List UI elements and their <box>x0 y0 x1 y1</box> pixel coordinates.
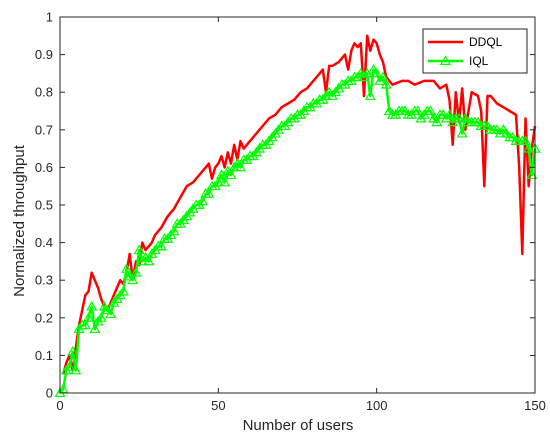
x-tick-label: 100 <box>366 398 388 413</box>
axis-ticks: 0 50 100 150 0 0.1 0.2 0.3 0.4 0.5 0.6 0.7 0.8 0.9 1 <box>35 10 546 414</box>
data-point-iql <box>443 109 456 119</box>
data-point-iql <box>519 135 532 146</box>
data-point-iql <box>101 304 114 315</box>
y-tick-label: 0.7 <box>35 122 53 137</box>
data-point-iql <box>497 124 509 134</box>
x-axis-label: Number of users <box>243 417 354 434</box>
data-point-iql <box>412 105 424 115</box>
y-tick-label: 0.9 <box>35 47 53 62</box>
data-point-iql <box>155 240 167 251</box>
plot-background <box>60 17 535 393</box>
data-point-iql <box>212 176 224 187</box>
data-point-iql <box>120 263 133 273</box>
data-point-iql <box>143 255 155 266</box>
data-point-iql <box>82 312 95 322</box>
y-tick-label: 0.6 <box>35 160 53 175</box>
data-point-iql <box>355 67 367 78</box>
data-point-iql <box>364 90 376 100</box>
y-tick-label: 0.5 <box>35 198 53 213</box>
y-tick-label: 0.4 <box>35 235 53 250</box>
y-tick-label: 1 <box>46 10 53 25</box>
data-point-iql <box>89 323 101 334</box>
data-point-iql <box>133 244 145 255</box>
x-tick-label: 150 <box>524 398 546 413</box>
data-point-iql <box>424 105 437 115</box>
data-point-iql <box>383 105 395 115</box>
data-point-iql <box>70 364 82 375</box>
series-line-ddql <box>61 34 537 375</box>
data-point-iql <box>526 169 538 179</box>
data-point-iql <box>472 116 484 127</box>
data-point-iql <box>168 225 180 236</box>
data-point-iql <box>371 67 383 78</box>
data-point-iql <box>196 195 209 206</box>
data-point-iql <box>86 300 98 311</box>
legend-iql-marker <box>439 55 452 65</box>
legend: DDQL IQL <box>422 28 528 74</box>
legend-iql-label: IQL <box>469 54 489 68</box>
y-tick-label: 0 <box>46 386 53 401</box>
data-point-iql <box>437 109 449 119</box>
y-tick-label: 0.1 <box>35 348 53 363</box>
data-point-iql <box>127 274 139 285</box>
data-point-iql <box>491 124 503 134</box>
data-point-iql <box>98 300 110 311</box>
data-point-iql <box>456 127 468 138</box>
data-point-iql <box>323 86 335 97</box>
data-point-iql <box>95 312 107 322</box>
data-point-iql <box>523 142 535 153</box>
y-axis-label: Normalized throughput <box>11 144 28 297</box>
legend-box <box>422 28 528 74</box>
data-point-iql <box>79 319 91 330</box>
data-point-iql <box>105 308 117 319</box>
data-point-iql <box>225 169 237 179</box>
data-point-iql <box>431 116 443 127</box>
data-point-iql <box>219 176 231 187</box>
legend-ddql-label: DDQL <box>469 35 503 49</box>
x-tick-label: 0 <box>56 398 63 413</box>
data-point-iql <box>63 360 76 371</box>
data-point-iql <box>117 285 129 296</box>
data-point-iql <box>507 131 519 142</box>
data-point-iql <box>367 63 380 74</box>
data-point-iql <box>67 345 79 356</box>
y-tick-label: 0.2 <box>35 310 53 325</box>
data-point-iql <box>377 71 389 82</box>
data-point-iql <box>453 112 465 123</box>
data-point-iql <box>203 188 215 198</box>
y-tick-label: 0.3 <box>35 273 53 288</box>
data-point-iql <box>399 105 411 115</box>
data-point-iql <box>459 112 471 123</box>
data-point-iql <box>500 127 513 138</box>
data-point-iql <box>234 161 247 172</box>
plot-area <box>54 16 541 397</box>
data-point-iql <box>380 78 392 89</box>
data-point-iql <box>481 120 494 131</box>
data-point-iql <box>130 266 142 277</box>
x-tick-label: 50 <box>211 398 225 413</box>
y-tick-label: 0.8 <box>35 85 53 100</box>
